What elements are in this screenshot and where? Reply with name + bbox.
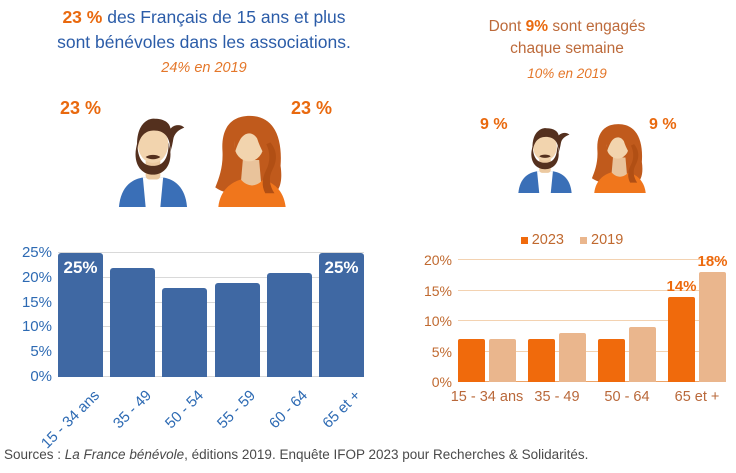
y-tick-label: 0% — [30, 368, 52, 385]
bar-2023-50 - 64 — [598, 339, 625, 382]
bar-2019-15 - 34 ans — [489, 339, 516, 382]
x-category-label: 35 - 49 — [534, 389, 580, 405]
gridline — [458, 350, 726, 352]
gridline — [458, 320, 726, 321]
header-left-note: 24% en 2019 — [161, 60, 247, 76]
gridline — [58, 301, 364, 303]
x-category-label: 15 - 34 ans — [450, 389, 524, 405]
y-tick-label: 5% — [431, 343, 452, 360]
gridline — [458, 381, 726, 382]
bar-2019-35 - 49 — [559, 333, 586, 382]
header-left-line2: sont bénévoles dans les associations. — [57, 32, 351, 52]
pct-label-men-9: 9 % — [480, 116, 508, 133]
bar-65 et +: 25% — [319, 253, 364, 377]
header-left-line1: 23 % des Français de 15 ans et plus — [24, 5, 384, 30]
y-tick-label: 25% — [21, 244, 52, 261]
bar-value-label: 25% — [63, 258, 98, 277]
chart-right-plot-area — [458, 259, 726, 382]
bar-value-label: 25% — [324, 258, 359, 277]
bar-60 - 64 — [266, 272, 312, 377]
legend-label-2019: 2019 — [591, 232, 624, 248]
man-avatar-icon — [118, 118, 188, 207]
chart-left-plot-area: 25% 25% — [58, 252, 364, 377]
header-right-line2: chaque semaine — [510, 40, 624, 57]
y-tick-label: 0% — [431, 374, 452, 390]
source-prefix: Sources : — [4, 447, 65, 462]
header-left-line1-rest: des Français de 15 ans et plus — [102, 7, 346, 27]
gridline — [58, 252, 364, 253]
bar-value-label-14%: 14% — [666, 277, 697, 295]
bar-value-label-18%: 18% — [697, 253, 728, 271]
legend-swatch-2023 — [520, 236, 528, 244]
y-tick-label: 15% — [21, 293, 52, 311]
y-tick-label: 5% — [30, 343, 52, 361]
chart-weekly-engagement-by-age: 2023 2019 0% 5% 10% 15% 20% 15 - 34 ans 35 - 49… — [408, 230, 736, 425]
header-right-pre: Dont — [488, 18, 526, 35]
bar-2023-65 et + — [668, 296, 695, 382]
y-tick-label: 20% — [423, 252, 452, 268]
gridline — [58, 326, 364, 328]
header-right-post: sont engagés — [548, 18, 646, 35]
legend-label-2023: 2023 — [531, 232, 564, 248]
bar-15 - 34 ans: 25% — [58, 253, 103, 377]
gridline — [458, 289, 726, 291]
chart-right-legend: 2023 2019 — [408, 232, 736, 248]
source-line: Sources : La France bénévole, éditions 2… — [4, 447, 588, 462]
header-right: Dont 9% sont engagés chaque semaine 10% … — [450, 16, 684, 85]
y-tick-label: 15% — [423, 282, 452, 299]
gridline — [458, 259, 726, 260]
bar-2019-65 et + — [699, 272, 726, 382]
header-right-note: 10% en 2019 — [527, 66, 607, 81]
header-left-highlight: 23 % — [62, 7, 103, 27]
y-tick-label: 10% — [423, 313, 452, 329]
y-tick-label: 10% — [21, 318, 52, 336]
bar-2019-50 - 64 — [629, 327, 656, 382]
woman-avatar-icon — [215, 115, 286, 207]
bar-2023-35 - 49 — [528, 339, 555, 382]
header-right-highlight: 9% — [525, 18, 549, 35]
woman-avatar-small-icon — [591, 124, 646, 193]
header-left: 23 % des Français de 15 ans et plus sont… — [24, 5, 384, 81]
pct-label-women-9: 9 % — [649, 116, 677, 133]
bar-35 - 49 — [110, 267, 156, 377]
bar-50 - 54 — [162, 287, 208, 377]
bar-2023-15 - 34 ans — [458, 339, 485, 382]
pct-label-men-23: 23 % — [60, 98, 102, 118]
legend-item-2023: 2023 — [520, 232, 564, 248]
gridline — [58, 276, 364, 278]
pct-label-women-23: 23 % — [291, 98, 333, 118]
gridline — [58, 351, 364, 353]
gridline — [58, 376, 364, 377]
y-tick-label: 20% — [21, 268, 52, 286]
x-category-label: 50 - 64 — [604, 389, 650, 405]
source-suffix: , éditions 2019. Enquête IFOP 2023 pour … — [184, 447, 589, 462]
legend-item-2019: 2019 — [580, 232, 623, 248]
legend-swatch-2019 — [580, 236, 587, 244]
x-category-label: 65 et + — [674, 389, 720, 405]
source-italic-title: La France bénévole — [64, 447, 185, 462]
man-avatar-small-icon — [518, 128, 572, 193]
header-right-line1: Dont 9% sont engagés — [450, 16, 684, 38]
bar-55 - 59 — [214, 282, 260, 377]
chart-volunteering-by-age-2023: 25% 25% 0% 5% 10% 15% 20% 25% 15 - 34 ans 35 - 4… — [2, 238, 400, 473]
